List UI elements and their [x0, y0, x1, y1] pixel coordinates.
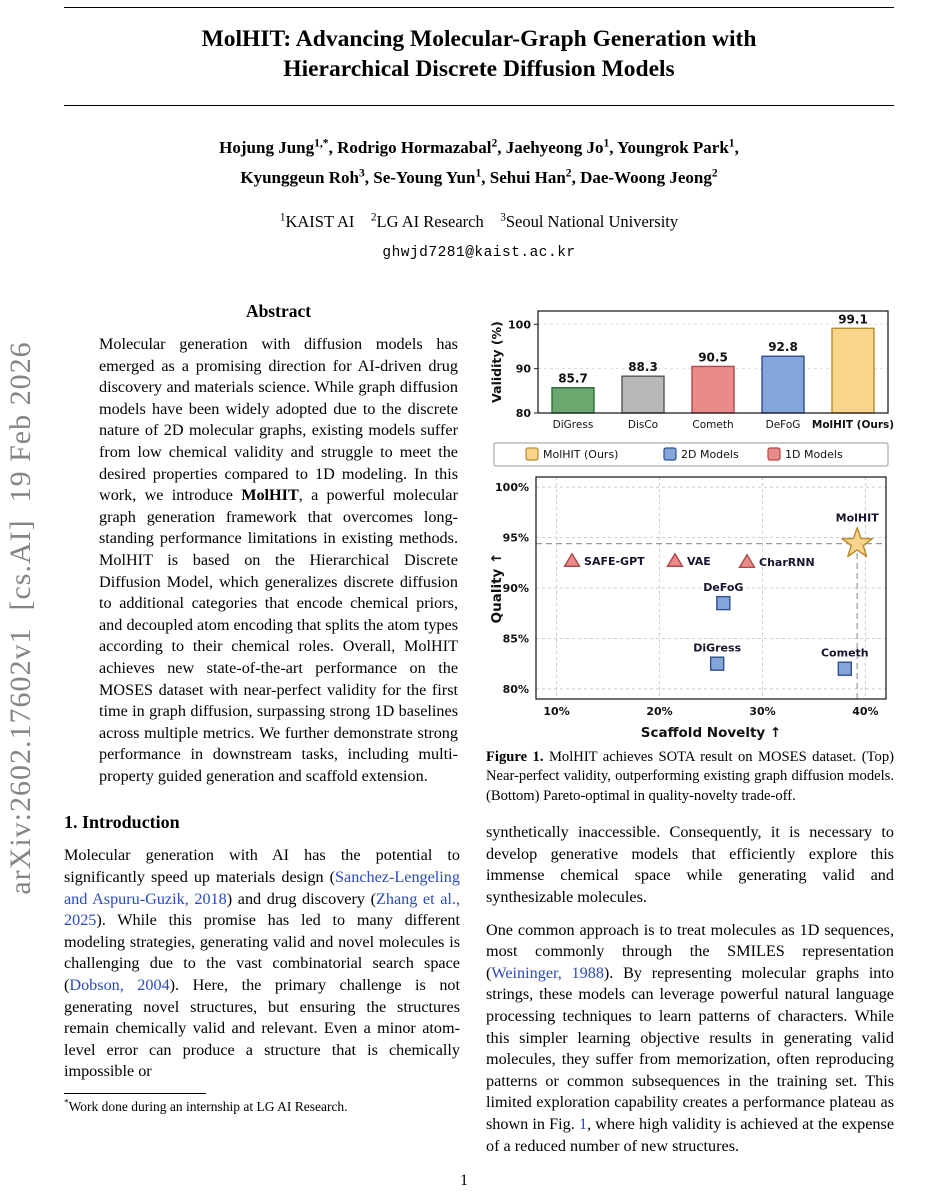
svg-text:DiGress: DiGress [693, 642, 741, 655]
svg-text:SAFE-GPT: SAFE-GPT [584, 555, 645, 568]
svg-text:80%: 80% [503, 683, 529, 696]
two-column-body: Abstract Molecular generation with diffu… [64, 301, 894, 1157]
svg-text:90.5: 90.5 [698, 350, 728, 364]
citation-link[interactable]: Sanchez-Lengeling and Aspuru-Guzik, 2018 [64, 868, 460, 908]
svg-text:80: 80 [516, 407, 532, 420]
svg-text:85%: 85% [503, 632, 529, 645]
svg-text:100%: 100% [495, 481, 529, 494]
introduction-paragraph: Molecular generation with AI has the pot… [64, 846, 461, 1081]
author-line-1: Hojung Jung1,*, Rodrigo Hormazabal2, Jae… [219, 136, 739, 157]
svg-text:DiGress: DiGress [553, 419, 594, 431]
svg-text:MolHIT (Ours): MolHIT (Ours) [543, 448, 618, 461]
left-column: Abstract Molecular generation with diffu… [64, 301, 460, 1157]
figure-1: 85.7 DiGress 88.3 DisCo 90.5 Cometh 92.8 DeFoG 9… [486, 301, 894, 806]
svg-text:100: 100 [508, 318, 531, 331]
body-paragraph-2: One common approach is to treat molecule… [486, 920, 895, 1155]
paper-title-line1: MolHIT: Advancing Molecular-Graph Genera… [201, 26, 757, 52]
svg-text:DeFoG: DeFoG [703, 581, 743, 594]
svg-text:DisCo: DisCo [628, 419, 658, 431]
svg-text:85.7: 85.7 [558, 372, 588, 386]
contact-email[interactable]: ghwjd7281@kaist.ac.kr [382, 245, 576, 261]
svg-text:90: 90 [516, 363, 532, 376]
arxiv-watermark: arXiv:2602.17602v1 [cs.AI] 19 Feb 2026 [4, 341, 37, 895]
paper-content: MolHIT: Advancing Molecular-Graph Genera… [64, 0, 894, 1157]
author-line-2: Kyunggeun Roh3, Se-Young Yun1, Sehui Han… [240, 166, 718, 187]
svg-text:MolHIT (Ours): MolHIT (Ours) [812, 419, 894, 431]
body-paragraph-1: synthetically inaccessible. Consequently… [486, 823, 894, 906]
citation-link[interactable]: Zhang et al., 2025 [64, 889, 461, 930]
abstract-heading: Abstract [245, 301, 312, 321]
paper-title: MolHIT: Advancing Molecular-Graph Genera… [64, 24, 894, 84]
svg-text:CharRNN: CharRNN [759, 556, 815, 569]
svg-text:30%: 30% [749, 705, 775, 718]
affiliations: 1KAIST AI 2LG AI Research 3Seoul Nationa… [279, 211, 679, 231]
citation-link[interactable]: 1 [578, 1114, 588, 1133]
svg-text:10%: 10% [543, 705, 569, 718]
svg-text:92.8: 92.8 [768, 340, 798, 354]
footnote-rule [64, 1093, 206, 1094]
figure-caption: Figure 1. MolHIT achieves SOTA result on… [486, 749, 894, 804]
svg-text:DeFoG: DeFoG [766, 419, 801, 431]
section-heading-introduction: 1. Introduction [64, 812, 180, 833]
svg-text:99.1: 99.1 [838, 312, 868, 326]
validity-bar-chart: 85.7 DiGress 88.3 DisCo 90.5 Cometh 92.8 DeFoG 9… [489, 310, 894, 431]
svg-text:MolHIT: MolHIT [836, 512, 880, 525]
svg-text:Cometh: Cometh [692, 419, 733, 431]
top-rule [64, 7, 894, 8]
svg-text:40%: 40% [852, 705, 878, 718]
author-list: Hojung Jung1,*, Rodrigo Hormazabal2, Jae… [64, 133, 894, 193]
citation-link[interactable]: Weininger, 1988 [491, 963, 604, 982]
svg-text:88.3: 88.3 [628, 360, 658, 374]
svg-text:20%: 20% [646, 705, 672, 718]
svg-text:Quality ↑: Quality ↑ [489, 553, 505, 624]
svg-text:1D Models: 1D Models [785, 448, 843, 461]
svg-text:95%: 95% [503, 532, 529, 545]
svg-text:2D Models: 2D Models [681, 448, 739, 461]
svg-text:VAE: VAE [687, 555, 711, 568]
citation-link[interactable]: Dobson, 2004 [69, 976, 170, 995]
svg-text:90%: 90% [503, 582, 529, 595]
svg-text:Scaffold Novelty ↑: Scaffold Novelty ↑ [641, 725, 781, 741]
svg-text:Cometh: Cometh [821, 647, 869, 660]
svg-text:Validity (%): Validity (%) [489, 321, 504, 403]
page-number: 1 [460, 1172, 468, 1189]
title-rule [64, 105, 894, 106]
paper-title-line2: Hierarchical Discrete Diffusion Models [283, 56, 675, 82]
quality-novelty-scatter-chart: MolHIT (Ours) 2D Models 1D Models 10% 20% 30%… [489, 442, 889, 741]
footnote-text: *Work done during an internship at LG AI… [64, 1097, 348, 1114]
abstract-text: Molecular generation with diffusion mode… [99, 335, 458, 785]
right-column: 85.7 DiGress 88.3 DisCo 90.5 Cometh 92.8 DeFoG 9… [486, 301, 894, 1157]
